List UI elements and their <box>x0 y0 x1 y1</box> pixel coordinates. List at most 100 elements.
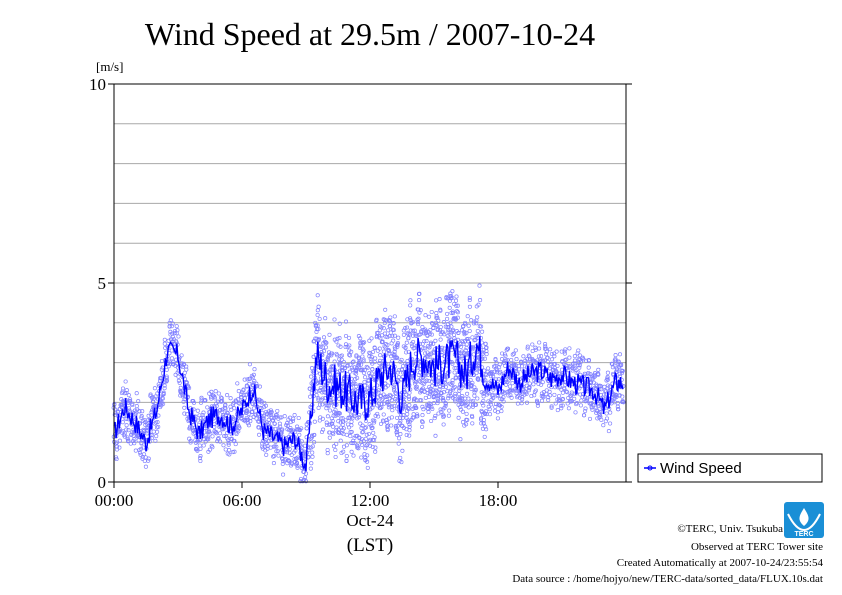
scatter-point <box>182 405 187 410</box>
scatter-point <box>447 305 452 310</box>
scatter-point <box>577 365 582 370</box>
scatter-point <box>167 359 172 364</box>
scatter-point <box>393 346 398 351</box>
scatter-point <box>502 352 507 357</box>
scatter-point <box>479 416 484 421</box>
scatter-point <box>130 401 135 406</box>
scatter-point <box>554 349 559 354</box>
logo-text: TERC <box>794 531 813 538</box>
scatter-point <box>216 436 221 441</box>
scatter-point <box>452 384 457 390</box>
scatter-point <box>418 348 423 353</box>
scatter-point <box>337 430 342 436</box>
scatter-point <box>369 354 374 360</box>
scatter-point <box>230 450 235 455</box>
scatter-point <box>275 408 280 414</box>
scatter-point <box>272 453 277 458</box>
scatter-point <box>423 313 428 318</box>
scatter-point <box>462 330 467 335</box>
scatter-point <box>171 362 176 367</box>
scatter-point <box>171 359 176 365</box>
scatter-point <box>524 391 529 396</box>
scatter-point <box>487 412 493 417</box>
scatter-point <box>261 419 266 424</box>
scatter-point <box>548 347 553 352</box>
scatter-point <box>348 434 353 439</box>
scatter-point <box>443 324 448 329</box>
scatter-point <box>475 315 480 320</box>
scatter-point <box>350 360 355 365</box>
scatter-point <box>511 351 516 356</box>
scatter-point <box>380 339 385 344</box>
scatter-point <box>337 361 342 366</box>
scatter-point <box>386 402 391 407</box>
scatter-point <box>565 363 570 369</box>
scatter-point <box>315 293 320 298</box>
scatter-point <box>218 431 223 436</box>
scatter-point <box>465 339 471 344</box>
scatter-point <box>376 414 381 419</box>
scatter-point <box>335 411 340 416</box>
scatter-point <box>398 419 403 424</box>
scatter-point <box>430 383 435 388</box>
scatter-point <box>317 402 323 407</box>
scatter-point <box>525 357 530 362</box>
scatter-point <box>349 385 354 390</box>
scatter-point <box>321 427 326 432</box>
scatter-point <box>480 400 485 406</box>
scatter-point <box>339 353 344 358</box>
scatter-point <box>203 433 208 438</box>
scatter-point <box>325 447 330 453</box>
scatter-point <box>358 343 363 349</box>
scatter-point <box>226 441 231 446</box>
scatter-point <box>521 354 526 359</box>
scatter-point <box>465 314 470 319</box>
scatter-point <box>414 384 419 389</box>
scatter-point <box>361 357 366 362</box>
scatter-point <box>544 352 549 357</box>
scatter-point <box>343 333 349 339</box>
scatter-point <box>430 387 435 393</box>
scatter-point <box>478 298 483 303</box>
scatter-point <box>335 336 340 341</box>
scatter-point <box>287 446 292 452</box>
scatter-point <box>422 339 427 344</box>
scatter-point <box>431 395 436 400</box>
scatter-point <box>387 323 392 329</box>
scatter-point <box>450 361 455 366</box>
scatter-point <box>514 357 519 362</box>
scatter-point <box>392 333 397 338</box>
scatter-point <box>394 430 399 435</box>
scatter-point <box>234 430 239 435</box>
scatter-point <box>455 303 460 308</box>
scatter-point <box>420 413 425 418</box>
scatter-point <box>427 345 432 350</box>
scatter-point <box>338 368 343 373</box>
scatter-point <box>373 445 378 450</box>
scatter-point <box>482 356 487 361</box>
scatter-point <box>476 333 481 338</box>
scatter-point <box>350 416 355 421</box>
created-text: Created Automatically at 2007-10-24/23:5… <box>617 557 824 569</box>
scatter-point <box>385 335 390 340</box>
scatter-point <box>481 403 486 408</box>
scatter-point <box>316 304 321 309</box>
scatter-point <box>612 363 617 368</box>
legend: Wind Speed <box>637 453 823 483</box>
scatter-point <box>419 398 424 403</box>
scatter-point <box>198 446 203 451</box>
scatter-point <box>132 441 137 446</box>
scatter-point <box>438 407 443 412</box>
scatter-point <box>205 405 210 410</box>
scatter-point <box>415 320 420 325</box>
scatter-point <box>347 353 353 358</box>
scatter-point <box>579 398 584 403</box>
scatter-point <box>236 389 241 394</box>
scatter-point <box>576 348 581 353</box>
scatter-point <box>467 295 472 300</box>
scatter-point <box>362 368 367 373</box>
scatter-point <box>573 410 578 415</box>
scatter-point <box>259 406 264 411</box>
scatter-point <box>359 442 365 448</box>
scatter-point <box>372 346 377 351</box>
